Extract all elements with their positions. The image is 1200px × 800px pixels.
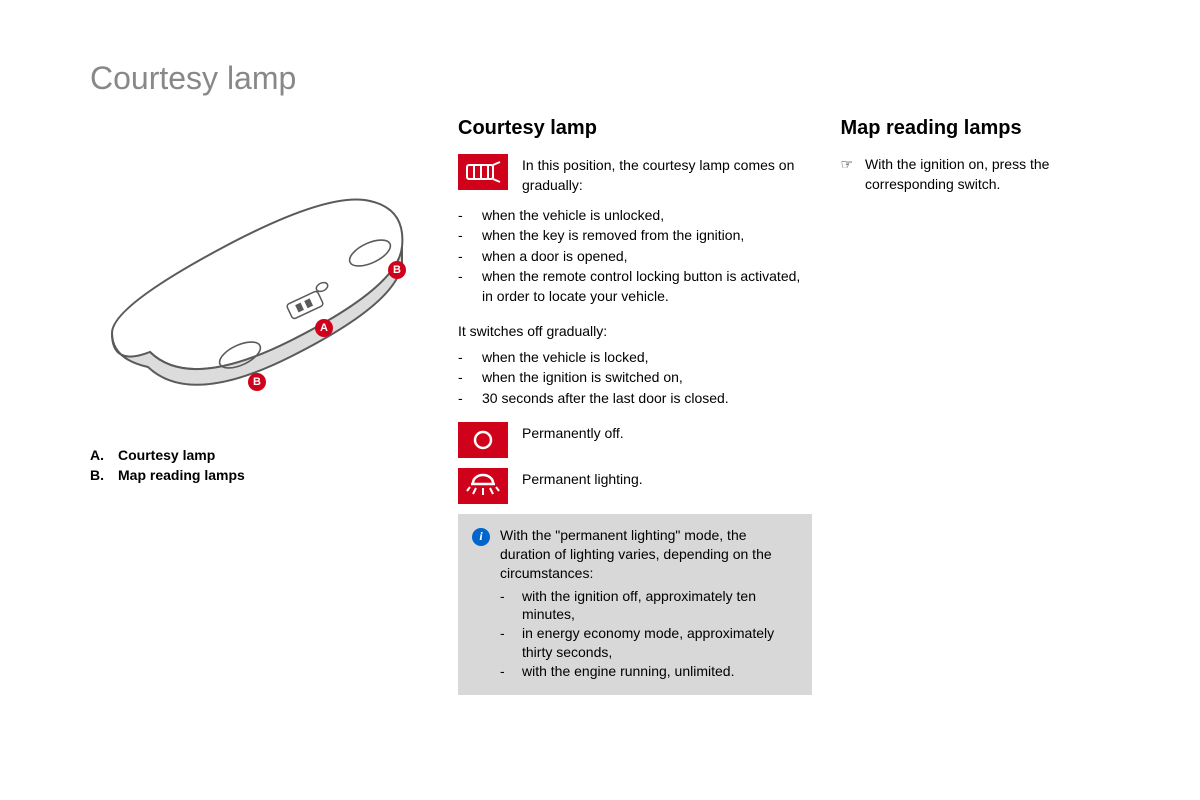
content-columns: B A B A. Courtesy lamp B. Map reading la… — [90, 117, 1140, 695]
column-diagram: B A B A. Courtesy lamp B. Map reading la… — [90, 117, 430, 695]
map-point-text: With the ignition on, press the correspo… — [865, 154, 1140, 195]
list-item: when the vehicle is unlocked, — [458, 205, 812, 225]
courtesy-auto-row: In this position, the courtesy lamp come… — [458, 154, 812, 195]
perm-on-text: Permanent lighting. — [522, 468, 643, 490]
marker-b-top: B — [388, 261, 406, 279]
list-item: with the engine running, unlimited. — [500, 662, 798, 681]
map-title: Map reading lamps — [840, 117, 1140, 140]
circle-off-icon — [458, 422, 508, 458]
legend-row-a: A. Courtesy lamp — [90, 447, 430, 463]
list-item: when the remote control locking button i… — [458, 266, 812, 307]
list-item: when the vehicle is locked, — [458, 347, 812, 367]
info-icon: i — [472, 528, 490, 546]
pointing-hand-icon: ☞ — [840, 154, 853, 195]
marker-a: A — [315, 319, 333, 337]
map-point-row: ☞ With the ignition on, press the corres… — [840, 154, 1140, 195]
list-item: with the ignition off, approximately ten… — [500, 587, 798, 625]
marker-b-bottom: B — [248, 373, 266, 391]
info-intro: With the "permanent lighting" mode, the … — [500, 527, 772, 581]
legend-label: Courtesy lamp — [118, 447, 215, 463]
list-item: when a door is opened, — [458, 246, 812, 266]
info-body: With the "permanent lighting" mode, the … — [500, 526, 798, 681]
legend-label: Map reading lamps — [118, 467, 245, 483]
perm-on-row: Permanent lighting. — [458, 468, 812, 504]
list-item: when the key is removed from the ignitio… — [458, 225, 812, 245]
info-list: with the ignition off, approximately ten… — [500, 587, 798, 681]
lamp-svg — [90, 157, 430, 437]
courtesy-title: Courtesy lamp — [458, 117, 812, 140]
door-open-icon — [458, 154, 508, 190]
legend-letter: B. — [90, 467, 108, 483]
page-title: Courtesy lamp — [90, 60, 1140, 97]
courtesy-lamp-diagram: B A B — [90, 157, 430, 437]
legend-letter: A. — [90, 447, 108, 463]
courtesy-off-intro: It switches off gradually: — [458, 321, 812, 341]
perm-off-text: Permanently off. — [522, 422, 624, 444]
perm-off-row: Permanently off. — [458, 422, 812, 458]
list-item: when the ignition is switched on, — [458, 367, 812, 387]
list-item: 30 seconds after the last door is closed… — [458, 388, 812, 408]
column-map-lamps: Map reading lamps ☞ With the ignition on… — [840, 117, 1140, 695]
courtesy-on-list: when the vehicle is unlocked, when the k… — [458, 205, 812, 306]
courtesy-intro: In this position, the courtesy lamp come… — [522, 154, 812, 195]
column-courtesy: Courtesy lamp In this position, the cour… — [458, 117, 812, 695]
info-box: i With the "permanent lighting" mode, th… — [458, 514, 812, 695]
list-item: in energy economy mode, approximately th… — [500, 624, 798, 662]
legend-row-b: B. Map reading lamps — [90, 467, 430, 483]
lamp-on-icon — [458, 468, 508, 504]
diagram-legend: A. Courtesy lamp B. Map reading lamps — [90, 447, 430, 483]
courtesy-off-list: when the vehicle is locked, when the ign… — [458, 347, 812, 408]
